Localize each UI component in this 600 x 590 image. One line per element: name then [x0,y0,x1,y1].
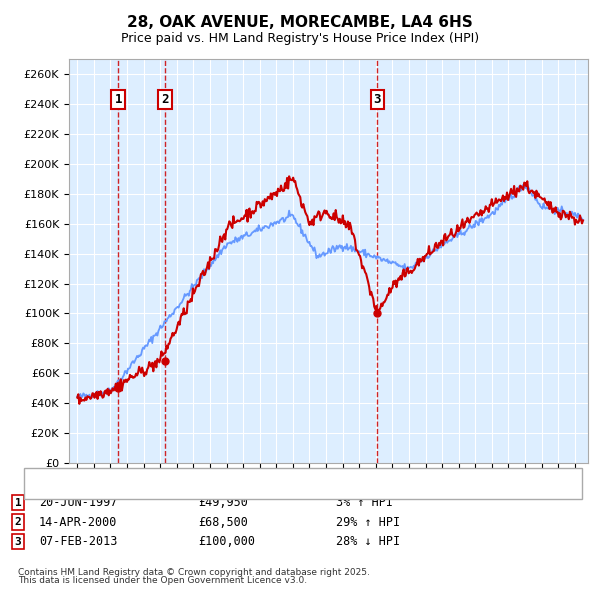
Text: 3% ↑ HPI: 3% ↑ HPI [336,496,393,509]
Text: 3: 3 [14,537,22,546]
Text: £49,950: £49,950 [198,496,248,509]
Text: £68,500: £68,500 [198,516,248,529]
Text: 2: 2 [161,93,169,106]
Text: 28, OAK AVENUE, MORECAMBE, LA4 6HS: 28, OAK AVENUE, MORECAMBE, LA4 6HS [127,15,473,30]
Text: £100,000: £100,000 [198,535,255,548]
Text: 14-APR-2000: 14-APR-2000 [39,516,118,529]
Text: Price paid vs. HM Land Registry's House Price Index (HPI): Price paid vs. HM Land Registry's House … [121,32,479,45]
Text: 28, OAK AVENUE, MORECAMBE, LA4 6HS (semi-detached house): 28, OAK AVENUE, MORECAMBE, LA4 6HS (semi… [60,471,413,481]
Text: 2: 2 [14,517,22,527]
Text: 28% ↓ HPI: 28% ↓ HPI [336,535,400,548]
Text: HPI: Average price, semi-detached house, Lancaster: HPI: Average price, semi-detached house,… [60,486,346,496]
Text: 07-FEB-2013: 07-FEB-2013 [39,535,118,548]
Text: —: — [36,482,53,500]
Text: —: — [36,467,53,486]
Text: 20-JUN-1997: 20-JUN-1997 [39,496,118,509]
Text: 29% ↑ HPI: 29% ↑ HPI [336,516,400,529]
Text: 1: 1 [14,498,22,507]
Text: 3: 3 [374,93,381,106]
Text: 1: 1 [115,93,122,106]
Text: This data is licensed under the Open Government Licence v3.0.: This data is licensed under the Open Gov… [18,576,307,585]
Text: Contains HM Land Registry data © Crown copyright and database right 2025.: Contains HM Land Registry data © Crown c… [18,568,370,577]
